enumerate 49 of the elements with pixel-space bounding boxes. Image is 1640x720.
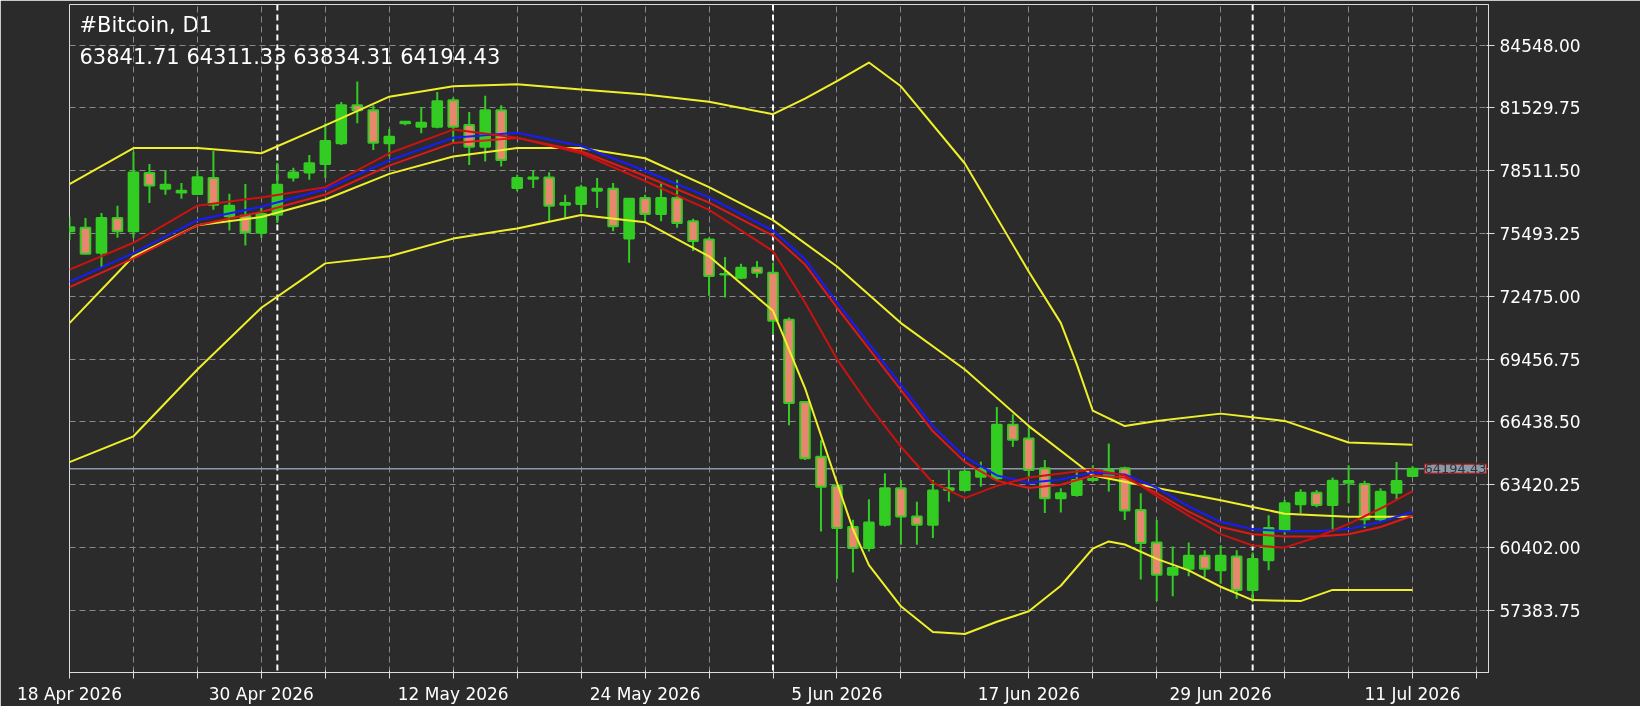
- x-tick-label: 17 Jun 2026: [977, 683, 1080, 704]
- annotation: 63841.71 64311.33 63834.31 64194.43: [79, 44, 501, 69]
- candlestick: [415, 105, 428, 135]
- x-tick-label: 11 Jul 2026: [1364, 683, 1461, 704]
- candlestick: [911, 500, 923, 546]
- y-tick-label: 66438.50: [1499, 412, 1581, 433]
- candlestick: [1182, 541, 1195, 578]
- x-tick-label: 12 May 2026: [397, 683, 509, 704]
- ref-line-label: 64194.43: [1424, 461, 1487, 477]
- candlestick: [655, 182, 667, 223]
- y-tick-label: 75493.25: [1499, 224, 1581, 245]
- candlestick: [1214, 544, 1227, 585]
- candlestick: [639, 193, 651, 223]
- candlestick: [111, 204, 124, 239]
- y-tick-label: 69456.75: [1499, 349, 1581, 370]
- y-tick-label: 57383.75: [1499, 600, 1581, 621]
- candlestick: [527, 168, 539, 190]
- x-tick-label: 5 Jun 2026: [791, 683, 883, 704]
- candlestick: [383, 127, 396, 158]
- y-tick-label: 72475.00: [1499, 286, 1581, 307]
- x-tick-label: 30 Apr 2026: [208, 683, 314, 704]
- candlestick: [1390, 460, 1403, 501]
- y-tick-label: 78511.50: [1499, 161, 1581, 182]
- candlestick: [159, 168, 172, 196]
- candlestick: [687, 217, 699, 253]
- candlestick: [1342, 464, 1355, 505]
- candlestick: [575, 183, 587, 215]
- candlestick: [143, 163, 156, 205]
- y-tick-label: 60402.00: [1499, 538, 1581, 559]
- candlestick: [1198, 549, 1211, 578]
- candlestick: [1166, 545, 1179, 598]
- y-tick-label: 63420.25: [1499, 475, 1581, 496]
- candlestick: [191, 169, 204, 196]
- candlestick: [1007, 413, 1019, 448]
- candlestick: [559, 193, 571, 220]
- candlestick: [303, 153, 316, 181]
- candlestick: [591, 177, 603, 210]
- x-tick-label: 24 May 2026: [589, 683, 701, 704]
- y-tick-label: 84548.00: [1499, 35, 1581, 56]
- line-series: [69, 214, 1414, 635]
- y-tick-label: 81529.75: [1499, 98, 1581, 119]
- x-tick-label: 18 Apr 2026: [16, 683, 123, 704]
- candlestick: [319, 122, 332, 180]
- x-tick-label: 29 Jun 2026: [1169, 683, 1272, 704]
- candlestick: [1055, 487, 1067, 514]
- candlestick: [1294, 488, 1307, 515]
- chart-title: #Bitcoin, D1: [79, 12, 212, 37]
- candlestick: [959, 469, 971, 493]
- candlestick: [1070, 469, 1083, 498]
